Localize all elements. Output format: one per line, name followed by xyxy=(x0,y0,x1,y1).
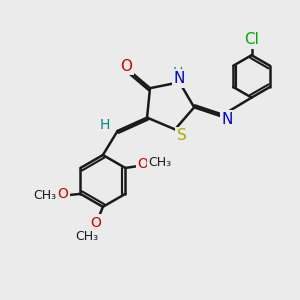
Text: H: H xyxy=(173,66,183,80)
Text: CH₃: CH₃ xyxy=(148,156,172,169)
Text: Cl: Cl xyxy=(244,32,259,47)
Text: S: S xyxy=(177,128,186,143)
Text: H: H xyxy=(100,118,110,132)
Text: O: O xyxy=(90,215,101,230)
Text: CH₃: CH₃ xyxy=(33,189,56,202)
Text: O: O xyxy=(57,187,68,201)
Text: N: N xyxy=(174,71,185,86)
Text: CH₃: CH₃ xyxy=(76,230,99,243)
Text: O: O xyxy=(120,58,132,74)
Text: O: O xyxy=(137,157,148,171)
Text: N: N xyxy=(221,112,233,127)
